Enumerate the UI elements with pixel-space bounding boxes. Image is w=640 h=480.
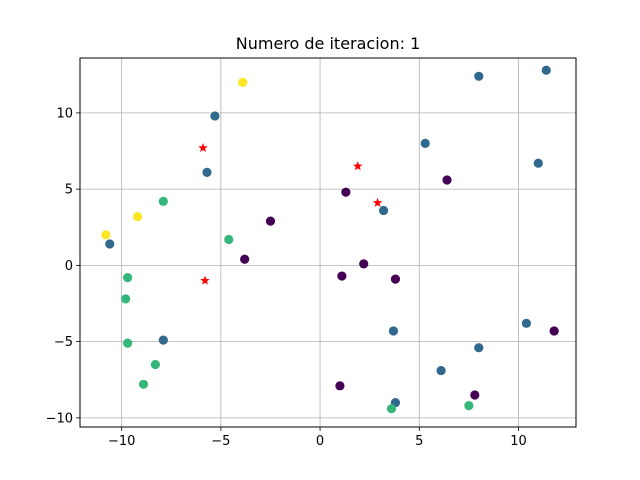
data-point-blue bbox=[474, 343, 484, 353]
data-point-purple bbox=[341, 187, 351, 197]
data-point-green bbox=[158, 196, 168, 206]
data-point-purple bbox=[240, 254, 250, 264]
data-point-green bbox=[150, 359, 160, 370]
plot-area-frame bbox=[79, 57, 577, 428]
data-point-green bbox=[224, 234, 234, 245]
data-point-blue bbox=[533, 158, 543, 168]
x-tick-label: 0 bbox=[316, 434, 324, 449]
chart-title: Numero de iteracion: 1 bbox=[236, 34, 421, 53]
centroid-star-point bbox=[200, 275, 210, 285]
x-tick-label: 10 bbox=[510, 434, 527, 449]
data-point-purple bbox=[470, 390, 480, 400]
centroid-star-point bbox=[198, 142, 208, 153]
centroid-star-point bbox=[353, 161, 363, 171]
y-tick-label: 10 bbox=[56, 106, 73, 121]
data-point-blue bbox=[420, 138, 430, 148]
data-point-blue bbox=[378, 205, 389, 216]
data-point-blue bbox=[388, 326, 399, 336]
y-tick-label: 5 bbox=[65, 183, 73, 198]
x-tick-label: 5 bbox=[415, 434, 423, 449]
data-point-purple bbox=[359, 259, 369, 269]
data-point-green bbox=[123, 272, 133, 283]
y-tick-label: −5 bbox=[54, 335, 73, 350]
data-point-blue bbox=[210, 111, 220, 121]
data-point-blue bbox=[202, 167, 212, 177]
data-point-blue bbox=[521, 318, 532, 328]
x-tick-label: −5 bbox=[211, 434, 230, 449]
data-point-green bbox=[386, 404, 397, 414]
data-point-yellow bbox=[132, 211, 143, 222]
data-point-purple bbox=[549, 326, 559, 336]
data-point-purple bbox=[390, 274, 401, 284]
x-tick-label: −10 bbox=[108, 434, 135, 449]
data-points bbox=[101, 65, 559, 414]
data-point-blue bbox=[541, 65, 551, 75]
data-point-purple bbox=[335, 381, 345, 391]
data-point-green bbox=[123, 338, 133, 348]
data-point-yellow bbox=[101, 230, 111, 240]
data-point-green bbox=[464, 401, 474, 411]
data-point-purple bbox=[265, 216, 276, 226]
data-point-yellow bbox=[238, 77, 248, 87]
grid-lines bbox=[80, 58, 576, 427]
centroid-star-point bbox=[372, 197, 383, 207]
data-point-green bbox=[138, 379, 149, 389]
y-tick-label: −10 bbox=[46, 411, 73, 426]
data-point-blue bbox=[474, 71, 484, 81]
axis-ticks: −10 −5 0 5 10 −10 −5 0 5 10 bbox=[46, 106, 527, 449]
data-point-purple bbox=[337, 271, 347, 281]
data-point-blue bbox=[105, 239, 115, 249]
data-point-blue bbox=[158, 335, 168, 345]
data-point-green bbox=[121, 294, 131, 304]
data-point-blue bbox=[436, 365, 446, 376]
y-tick-label: 0 bbox=[65, 259, 73, 274]
data-point-purple bbox=[442, 175, 452, 185]
